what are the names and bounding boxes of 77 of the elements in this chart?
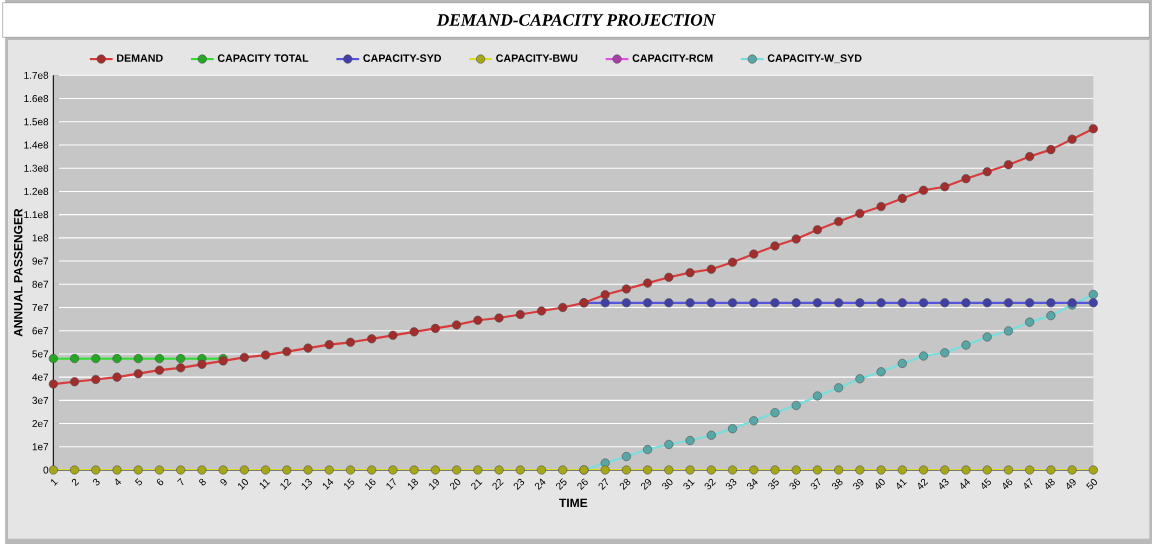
y-tick-label: 8e7 xyxy=(32,280,49,288)
x-tick-label: 13 xyxy=(301,478,312,490)
x-tick-label: 7 xyxy=(177,477,184,486)
y-tick-label: 1.1e8 xyxy=(24,211,49,219)
x-tick-label: 39 xyxy=(853,478,864,490)
y-tick-label: 3e7 xyxy=(32,396,49,404)
legend-label: CAPACITY-W_SYD xyxy=(767,54,862,64)
x-tick-label: 27 xyxy=(598,478,609,491)
x-tick-label: 30 xyxy=(662,478,673,490)
y-tick-label: 5e7 xyxy=(32,350,49,358)
y-tick-label: 1.2e8 xyxy=(24,187,49,195)
x-tick-label: 15 xyxy=(344,478,355,490)
x-tick-label: 24 xyxy=(534,478,546,491)
chart-title: DEMAND-CAPACITY PROJECTION xyxy=(436,14,716,26)
y-tick-label: 6e7 xyxy=(32,327,49,335)
x-tick-label: 37 xyxy=(810,478,821,490)
x-tick-label: 29 xyxy=(640,478,652,491)
x-tick-label: 18 xyxy=(407,478,419,490)
x-tick-label: 23 xyxy=(513,478,525,491)
x-tick-label: 33 xyxy=(725,478,737,490)
y-tick-label: 9e7 xyxy=(32,257,49,265)
y-tick-label: 1e7 xyxy=(32,443,49,451)
x-tick-label: 44 xyxy=(960,478,970,490)
x-tick-label: 38 xyxy=(831,478,843,490)
x-tick-label: 10 xyxy=(238,478,249,490)
y-tick-label: 1.6e8 xyxy=(24,95,49,103)
x-tick-label: 42 xyxy=(918,478,929,490)
y-tick-label: 1e8 xyxy=(32,234,49,242)
x-tick-label: 25 xyxy=(556,478,567,491)
x-tick-label: 48 xyxy=(1045,478,1055,490)
legend-label: CAPACITY TOTAL xyxy=(217,54,309,62)
x-tick-label: 12 xyxy=(280,478,292,490)
y-tick-label: 7e7 xyxy=(32,304,49,311)
x-tick-label: 16 xyxy=(365,478,376,490)
x-tick-label: 31 xyxy=(683,479,695,490)
legend-label: CAPACITY-BWU xyxy=(496,54,578,62)
x-tick-label: 34 xyxy=(747,478,758,490)
x-tick-label: 46 xyxy=(1003,478,1013,490)
x-tick-label: 47 xyxy=(1024,477,1033,490)
x-tick-label: 9 xyxy=(220,478,227,486)
x-tick-label: 2 xyxy=(71,478,80,487)
y-tick-label: 1.5e8 xyxy=(24,118,49,126)
y-tick-label: 1.7e8 xyxy=(24,71,49,79)
legend-label: CAPACITY-SYD xyxy=(363,54,442,62)
x-tick-label: 43 xyxy=(939,478,949,490)
x-tick-label: 3 xyxy=(93,478,100,486)
x-tick-label: 32 xyxy=(704,478,716,490)
x-tick-label: 35 xyxy=(768,478,779,490)
x-tick-label: 17 xyxy=(386,477,396,490)
x-tick-label: 22 xyxy=(492,478,504,491)
x-tick-label: 6 xyxy=(156,478,164,486)
legend-label: CAPACITY-RCM xyxy=(632,54,713,62)
legend-label: DEMAND xyxy=(117,54,163,62)
x-axis-title: TIME xyxy=(559,498,588,507)
y-tick-label: 0 xyxy=(43,466,49,474)
x-tick-label: 50 xyxy=(1086,478,1098,490)
x-tick-label: 19 xyxy=(429,478,439,490)
y-tick-label: 2e7 xyxy=(32,420,49,428)
x-tick-label: 49 xyxy=(1066,478,1076,490)
x-tick-label: 8 xyxy=(199,478,206,486)
y-tick-label: 1.4e8 xyxy=(24,141,49,149)
x-tick-label: 5 xyxy=(134,478,142,486)
x-tick-label: 21 xyxy=(471,479,483,491)
y-tick-label: 4e7 xyxy=(32,373,49,381)
x-tick-label: 28 xyxy=(619,478,631,491)
x-tick-label: 26 xyxy=(577,478,588,491)
x-tick-label: 36 xyxy=(789,478,801,490)
y-axis-title: ANNUAL PASSENGER xyxy=(13,208,23,337)
x-tick-label: 11 xyxy=(259,479,271,490)
x-tick-label: 20 xyxy=(449,478,461,491)
x-tick-label: 40 xyxy=(875,478,885,490)
x-tick-label: 41 xyxy=(896,479,907,490)
y-tick-label: 1.3e8 xyxy=(24,164,49,172)
x-tick-label: 1 xyxy=(50,479,58,486)
x-tick-label: 14 xyxy=(322,478,334,490)
x-tick-label: 4 xyxy=(115,478,121,486)
x-tick-label: 45 xyxy=(981,478,991,490)
